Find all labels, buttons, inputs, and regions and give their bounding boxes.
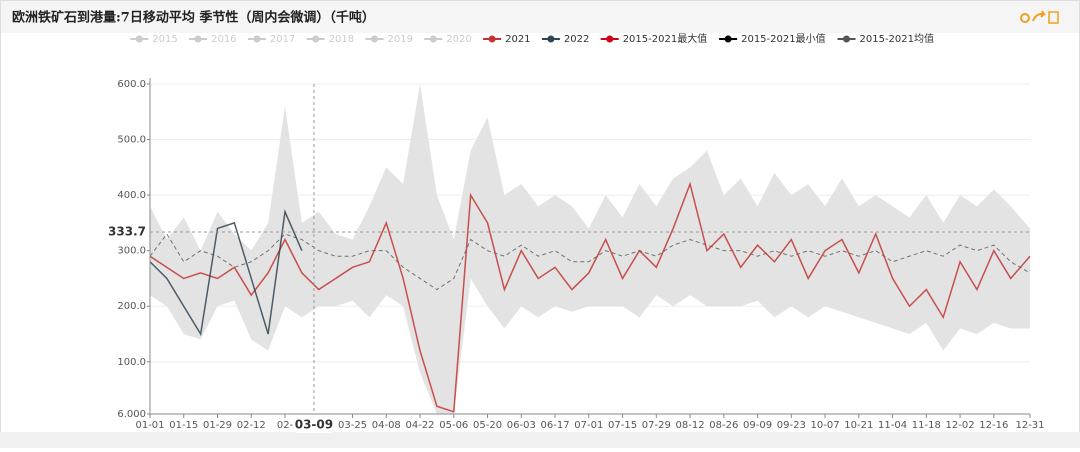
x-tick-label: 06-03 — [507, 420, 536, 431]
x-tick-label: 12-31 — [1015, 420, 1044, 431]
legend-label: 2020 — [446, 34, 471, 45]
legend-label: 2015-2021最小值 — [741, 32, 826, 45]
legend-swatch — [371, 35, 378, 43]
x-tick-label: 03-25 — [338, 420, 367, 431]
pointer-label-box — [295, 417, 332, 433]
toolbar[interactable] — [1020, 10, 1059, 24]
header-bar — [1, 1, 1079, 33]
x-tick-label: 04-22 — [405, 420, 434, 431]
x-tick-label: 11-04 — [878, 420, 907, 431]
pointer-x-label: 03-09 — [295, 418, 333, 432]
legend-item[interactable]: 2017 — [247, 34, 295, 45]
share-icon[interactable] — [1032, 10, 1047, 22]
chart-title: 欧洲铁矿石到港量:7日移动平均 季节性（周内会微调）（千吨） — [12, 10, 375, 26]
series-line — [149, 209, 303, 337]
pointer-label-box — [110, 223, 148, 240]
x-tick-label: 01-01 — [135, 420, 164, 431]
x-tick-label: 04-08 — [372, 420, 401, 431]
legend-item[interactable]: 2022 — [541, 34, 589, 45]
legend-item[interactable]: 2020 — [424, 34, 472, 45]
legend-item[interactable]: 2016 — [189, 34, 237, 45]
legend-swatch — [547, 35, 555, 43]
x-tick-label: 10-07 — [811, 420, 840, 431]
y-tick-label: 6.000 — [117, 409, 146, 420]
x-tick-label: 06-17 — [541, 420, 570, 431]
min-max-band — [150, 84, 1030, 414]
x-tick-label: 07-29 — [642, 420, 671, 431]
legend-label: 2016 — [211, 34, 236, 45]
legend-item[interactable]: 2018 — [306, 34, 354, 45]
save-icon[interactable] — [1048, 11, 1059, 24]
legend-item[interactable]: 2019 — [365, 34, 413, 45]
legend-label: 2018 — [329, 34, 354, 45]
legend-swatch — [488, 35, 496, 43]
x-tick-label: 07-01 — [574, 420, 603, 431]
footer-bar — [0, 432, 1080, 448]
refresh-icon[interactable] — [1020, 13, 1030, 23]
x-tick-label: 01-15 — [169, 420, 198, 431]
x-tick-label: 09-23 — [777, 420, 806, 431]
x-tick-label: 05-20 — [473, 420, 502, 431]
legend-label: 2019 — [388, 34, 413, 45]
pointer-y-label: 333.7 — [108, 224, 146, 238]
series-line — [149, 181, 1031, 413]
legend-item[interactable]: 2021 — [483, 34, 531, 45]
x-tick-label: 02- — [277, 420, 294, 431]
x-tick-label: 07-15 — [608, 420, 637, 431]
legend-label: 2021 — [505, 34, 530, 45]
x-tick-label: 08-12 — [676, 420, 705, 431]
y-tick-label: 500.0 — [117, 135, 146, 146]
y-tick-label: 300.0 — [117, 246, 146, 257]
legend-swatch — [843, 35, 850, 43]
legend-item[interactable]: 2015-2021最大值 — [600, 32, 708, 45]
x-tick-label: 10-21 — [844, 420, 873, 431]
legend-label: 2017 — [270, 34, 295, 45]
legend-item[interactable]: 2015-2021最小值 — [719, 32, 826, 45]
legend-item[interactable]: 2015-2021均值 — [837, 32, 935, 45]
y-tick-label: 400.0 — [117, 190, 146, 201]
legend-label: 2015 — [152, 34, 177, 45]
x-tick-label: 09-09 — [743, 420, 772, 431]
x-tick-label: 05-06 — [439, 420, 468, 431]
legend-swatch — [312, 35, 320, 43]
legend-swatch — [194, 35, 202, 43]
x-tick-label: 01-29 — [203, 420, 232, 431]
y-tick-label: 600.0 — [117, 79, 146, 90]
x-tick-label: 12-02 — [946, 420, 975, 431]
y-tick-label: 200.0 — [117, 301, 146, 312]
legend-swatch — [429, 35, 437, 43]
legend-swatch — [606, 35, 614, 43]
legend-swatch — [253, 35, 261, 43]
legend-label: 2015-2021最大值 — [623, 32, 708, 45]
x-tick-label: 11-18 — [912, 420, 941, 431]
x-tick-label: 12-16 — [979, 420, 1008, 431]
x-tick-label: 02-12 — [237, 420, 266, 431]
legend-item[interactable]: 2015 — [130, 34, 178, 45]
legend-label: 2022 — [564, 34, 589, 45]
legend-label: 2015-2021均值 — [860, 32, 935, 45]
legend-swatch — [724, 35, 732, 43]
y-tick-label: 100.0 — [117, 357, 146, 368]
legend-swatch — [135, 35, 143, 43]
x-tick-label: 08-26 — [709, 420, 738, 431]
